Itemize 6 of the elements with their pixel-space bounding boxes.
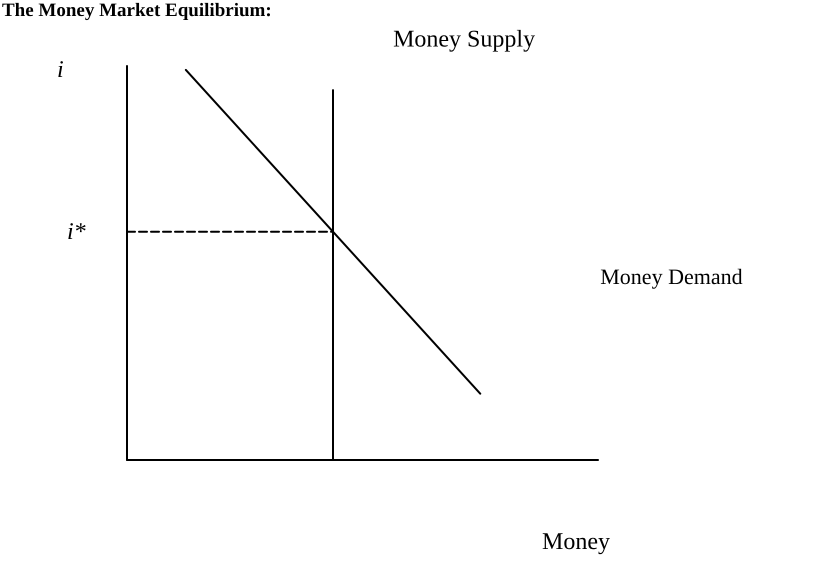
chart-title: The Money Market Equilibrium: (2, 0, 272, 21)
text: Money Demand (600, 264, 743, 290)
y-axis-title: i (57, 57, 64, 83)
text: Money Supply (393, 26, 536, 52)
x-axis-title: Money (542, 529, 610, 555)
text: i* (67, 218, 86, 245)
